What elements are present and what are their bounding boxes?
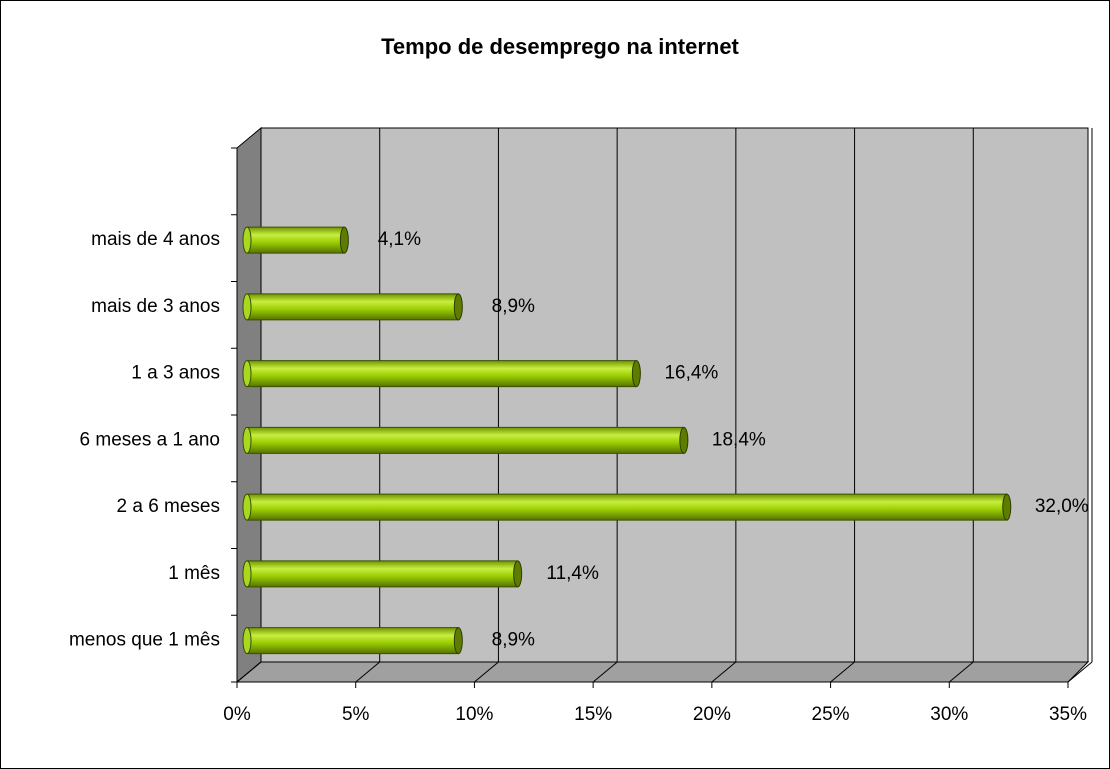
value-label: 4,1% xyxy=(378,229,421,250)
value-label: 8,9% xyxy=(492,630,535,651)
bar xyxy=(246,360,637,388)
y-tick-label: mais de 4 anos xyxy=(91,229,220,250)
floor-grid-line xyxy=(830,661,855,683)
bar-end xyxy=(453,293,463,321)
bar xyxy=(246,627,459,655)
x-tick-label: 5% xyxy=(342,704,370,725)
bar-end xyxy=(453,627,463,655)
bar-start xyxy=(242,493,252,521)
bar-end xyxy=(679,426,689,454)
y-tick-label: 1 mês xyxy=(168,563,220,584)
x-tick-label: 30% xyxy=(930,704,968,725)
bar-start xyxy=(242,226,252,254)
bar xyxy=(246,493,1008,521)
value-label: 32,0% xyxy=(1035,496,1089,517)
bar-start xyxy=(242,360,252,388)
floor-grid-line xyxy=(236,661,262,683)
side-wall xyxy=(236,126,262,684)
x-tick-label: 10% xyxy=(455,704,493,725)
x-tick-label: 20% xyxy=(693,704,731,725)
floor-grid-line xyxy=(355,661,381,683)
value-label: 8,9% xyxy=(492,296,535,317)
bar-start xyxy=(242,426,252,454)
x-tick-label: 0% xyxy=(223,704,251,725)
bar xyxy=(246,226,345,254)
y-tick-label: menos que 1 mês xyxy=(69,630,220,651)
floor-grid-line xyxy=(592,661,618,683)
x-tick-label: 25% xyxy=(812,704,850,725)
floor-grid-line xyxy=(711,661,737,683)
x-tick-label: 35% xyxy=(1049,704,1087,725)
value-label: 11,4% xyxy=(546,563,599,584)
y-tick-label: 1 a 3 anos xyxy=(131,363,220,384)
bar-end xyxy=(631,360,641,388)
y-tick-label: 6 meses a 1 ano xyxy=(80,429,220,450)
x-tick-label: 15% xyxy=(574,704,612,725)
value-label: 16,4% xyxy=(664,363,718,384)
floor-grid-line xyxy=(1067,661,1093,683)
bar xyxy=(246,426,685,454)
bar-start xyxy=(242,560,252,588)
bar xyxy=(246,293,459,321)
floor-grid-line xyxy=(474,661,499,683)
chart-title: Tempo de desemprego na internet xyxy=(381,34,739,59)
value-label: 18,4% xyxy=(712,429,766,450)
y-tick-label: mais de 3 anos xyxy=(91,296,220,317)
bar-start xyxy=(242,293,252,321)
floor xyxy=(235,661,1090,683)
floor-grid-line xyxy=(948,661,974,683)
bar-end xyxy=(513,560,523,588)
bar-end xyxy=(1002,493,1012,521)
bar-end xyxy=(339,226,349,254)
bar xyxy=(246,560,519,588)
y-tick-label: 2 a 6 meses xyxy=(117,496,221,517)
bar-start xyxy=(242,627,252,655)
